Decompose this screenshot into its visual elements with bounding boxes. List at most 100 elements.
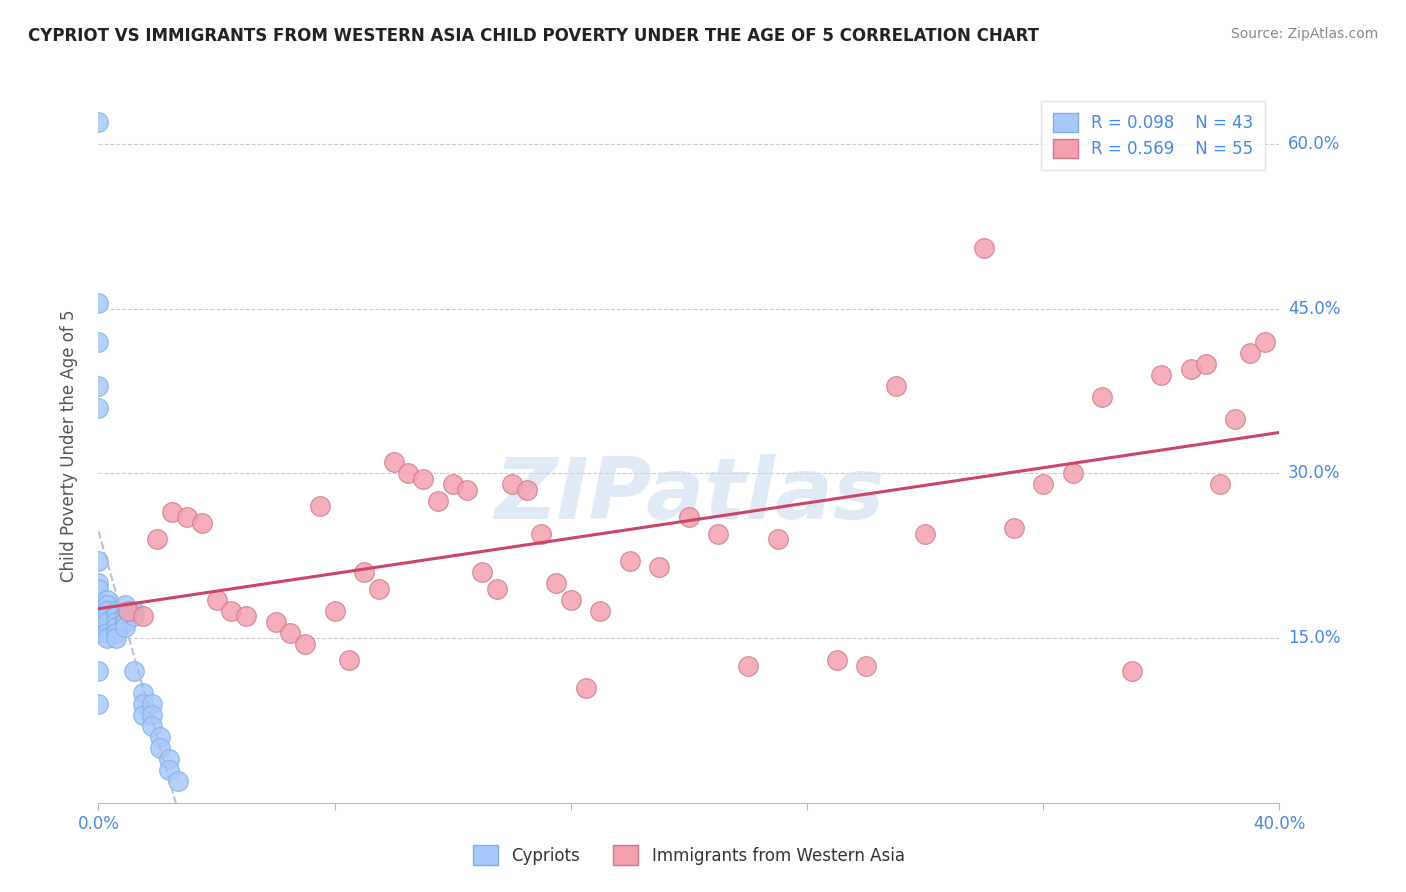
Point bbox=[737, 658, 759, 673]
Point bbox=[884, 378, 907, 392]
Point bbox=[87, 554, 110, 568]
Point bbox=[141, 708, 163, 723]
Point bbox=[122, 604, 145, 618]
Point bbox=[914, 526, 936, 541]
Point bbox=[96, 615, 118, 629]
Point bbox=[544, 576, 567, 591]
Point bbox=[678, 510, 700, 524]
Text: Source: ZipAtlas.com: Source: ZipAtlas.com bbox=[1230, 27, 1378, 41]
Point bbox=[973, 241, 995, 255]
Point bbox=[141, 697, 163, 711]
Point bbox=[162, 505, 183, 519]
Point bbox=[396, 467, 419, 481]
Text: 60.0%: 60.0% bbox=[1288, 135, 1340, 153]
Point bbox=[146, 533, 169, 547]
Point bbox=[1032, 477, 1054, 491]
Point bbox=[1121, 664, 1143, 678]
Point bbox=[589, 604, 612, 618]
Point bbox=[96, 631, 118, 645]
Point bbox=[132, 609, 155, 624]
Point bbox=[105, 615, 128, 629]
Point bbox=[132, 708, 155, 723]
Point bbox=[1002, 521, 1025, 535]
Point bbox=[105, 620, 128, 634]
Point bbox=[264, 615, 287, 629]
Point bbox=[648, 559, 671, 574]
Point bbox=[87, 625, 110, 640]
Point bbox=[456, 483, 478, 497]
Point bbox=[323, 604, 346, 618]
Point bbox=[219, 604, 242, 618]
Point bbox=[337, 653, 360, 667]
Point bbox=[117, 604, 139, 618]
Point bbox=[825, 653, 848, 667]
Point bbox=[382, 455, 405, 469]
Point bbox=[167, 773, 190, 788]
Point bbox=[530, 526, 553, 541]
Text: ZIPatlas: ZIPatlas bbox=[494, 454, 884, 538]
Point bbox=[560, 592, 582, 607]
Point bbox=[501, 477, 523, 491]
Point bbox=[132, 697, 155, 711]
Point bbox=[176, 510, 198, 524]
Point bbox=[122, 664, 145, 678]
Point bbox=[96, 625, 118, 640]
Point bbox=[114, 620, 136, 634]
Point bbox=[114, 615, 136, 629]
Point bbox=[707, 526, 730, 541]
Point bbox=[441, 477, 464, 491]
Point bbox=[309, 500, 332, 514]
Point bbox=[412, 472, 434, 486]
Point bbox=[368, 582, 391, 596]
Point bbox=[427, 494, 450, 508]
Text: 30.0%: 30.0% bbox=[1288, 465, 1340, 483]
Point bbox=[471, 566, 494, 580]
Text: CYPRIOT VS IMMIGRANTS FROM WESTERN ASIA CHILD POVERTY UNDER THE AGE OF 5 CORRELA: CYPRIOT VS IMMIGRANTS FROM WESTERN ASIA … bbox=[28, 27, 1039, 45]
Y-axis label: Child Poverty Under the Age of 5: Child Poverty Under the Age of 5 bbox=[59, 310, 77, 582]
Point bbox=[87, 615, 110, 629]
Point bbox=[114, 598, 136, 612]
Point bbox=[157, 752, 180, 766]
Point bbox=[132, 686, 155, 700]
Point bbox=[87, 378, 110, 392]
Point bbox=[1180, 362, 1202, 376]
Point bbox=[574, 681, 596, 695]
Point bbox=[96, 609, 118, 624]
Point bbox=[87, 697, 110, 711]
Point bbox=[619, 554, 641, 568]
Point bbox=[1195, 357, 1218, 371]
Point bbox=[87, 401, 110, 415]
Point bbox=[1062, 467, 1084, 481]
Point bbox=[855, 658, 877, 673]
Point bbox=[1254, 334, 1277, 349]
Point bbox=[149, 730, 172, 744]
Point bbox=[122, 609, 145, 624]
Point bbox=[87, 576, 110, 591]
Point bbox=[486, 582, 509, 596]
Text: 45.0%: 45.0% bbox=[1288, 300, 1340, 318]
Point bbox=[87, 664, 110, 678]
Point bbox=[96, 604, 118, 618]
Point bbox=[114, 609, 136, 624]
Point bbox=[1209, 477, 1232, 491]
Point bbox=[87, 115, 110, 129]
Point bbox=[1223, 411, 1246, 425]
Point bbox=[353, 566, 375, 580]
Point bbox=[191, 516, 214, 530]
Text: 15.0%: 15.0% bbox=[1288, 629, 1340, 647]
Point bbox=[278, 625, 302, 640]
Point bbox=[105, 604, 128, 618]
Point bbox=[105, 625, 128, 640]
Point bbox=[294, 637, 316, 651]
Point bbox=[96, 592, 118, 607]
Point bbox=[105, 609, 128, 624]
Point bbox=[87, 296, 110, 310]
Point bbox=[105, 631, 128, 645]
Point bbox=[205, 592, 228, 607]
Point bbox=[235, 609, 257, 624]
Point bbox=[149, 740, 172, 755]
Point bbox=[157, 763, 180, 777]
Legend: Cypriots, Immigrants from Western Asia: Cypriots, Immigrants from Western Asia bbox=[465, 837, 912, 873]
Point bbox=[515, 483, 537, 497]
Point bbox=[1150, 368, 1173, 382]
